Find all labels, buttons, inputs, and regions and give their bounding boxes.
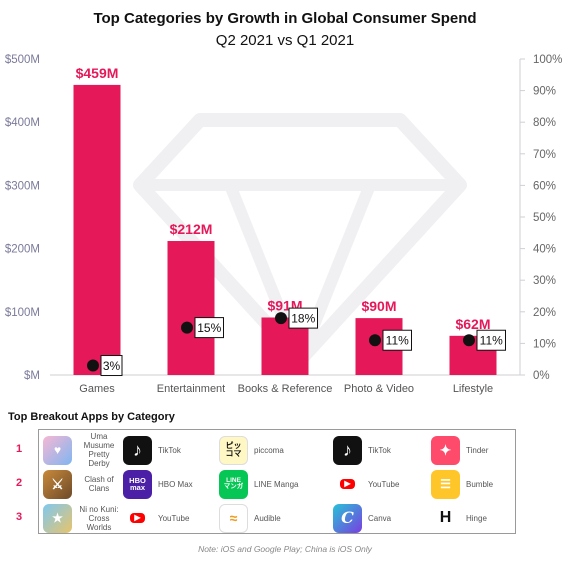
app-name: Clash of Clans <box>84 475 114 493</box>
bar-value-label: $62M <box>455 316 490 332</box>
y-tick-label-right: 30% <box>533 275 556 287</box>
hinge-icon: H <box>431 503 460 533</box>
app-name: Tinder <box>466 445 489 455</box>
growth-label-box <box>194 317 224 339</box>
y-tick-label-left: $400M <box>5 117 40 129</box>
watermark-diamond <box>133 113 467 367</box>
app-entry: ⚔ Clash of Clans <box>43 468 120 500</box>
audible-icon: ≈ <box>219 503 248 533</box>
bar <box>167 241 215 375</box>
app-name: Hinge <box>466 513 487 523</box>
y-tick-label-left: $100M <box>5 307 40 319</box>
uma-musume-icon: ♥ <box>43 435 72 465</box>
growth-label: 11% <box>480 334 503 348</box>
bar-value-label: $212M <box>170 221 213 237</box>
y-tick-label-right: 0% <box>533 370 550 382</box>
app-name: TikTok <box>158 445 181 455</box>
footnote: Note: iOS and Google Play; China is iOS … <box>198 544 372 554</box>
bar <box>73 84 121 376</box>
app-entry: ☰ Bumble <box>431 468 493 500</box>
bumble-icon: ☰ <box>431 469 460 499</box>
app-name: TikTok <box>368 445 391 455</box>
app-name: piccoma <box>254 445 284 455</box>
app-entry: LINE マンガ LINE Manga <box>219 468 298 500</box>
app-entry: ✦ Tinder <box>431 434 488 466</box>
x-tick-label: Books & Reference <box>238 383 333 395</box>
growth-point <box>181 321 193 334</box>
y-tick-label-right: 50% <box>533 212 556 224</box>
y-tick-label-left: $M <box>24 370 40 382</box>
app-name: Ni no Kuni: Cross Worlds <box>79 504 119 532</box>
growth-point <box>87 359 99 372</box>
x-tick-label: Lifestyle <box>453 383 493 395</box>
app-name: Canva <box>368 513 392 523</box>
app-entry: ★ Ni no Kuni: Cross Worlds <box>43 502 120 534</box>
growth-label: 18% <box>291 312 315 326</box>
bar-chart: $M $100M $200M $300M $400M $500M 0% 10% 20% 30% 40… <box>5 54 563 395</box>
app-entry: H Hinge <box>431 502 487 534</box>
youtube-icon: ▶ <box>333 469 362 499</box>
youtube-icon: ▶ <box>123 503 152 533</box>
growth-point <box>369 334 381 347</box>
app-entry: ▶ YouTube <box>123 502 189 534</box>
hbo-max-icon: HBO max <box>123 469 152 499</box>
app-name: Uma Musume Pretty Derby <box>83 432 115 468</box>
y-tick-label-right: 100% <box>533 54 562 66</box>
app-entry: ピッ コマ piccoma <box>219 434 284 466</box>
clash-of-clans-icon: ⚔ <box>43 469 72 499</box>
tiktok-icon: ♪ <box>333 435 362 465</box>
app-name: YouTube <box>158 513 190 523</box>
app-entry: ♥ Uma Musume Pretty Derby <box>43 432 120 468</box>
tiktok-icon: ♪ <box>123 435 152 465</box>
line-manga-icon: LINE マンガ <box>219 469 248 499</box>
tinder-icon: ✦ <box>431 435 460 465</box>
bar-value-label: $90M <box>361 298 396 314</box>
y-tick-label-right: 70% <box>533 149 556 161</box>
y-tick-label-right: 10% <box>533 338 556 350</box>
app-entry: ♪ TikTok <box>123 434 181 466</box>
y-tick-label-right: 60% <box>533 180 556 192</box>
app-entry: C Canva <box>333 502 391 534</box>
chart-title: Top Categories by Growth in Global Consu… <box>93 10 477 27</box>
y-tick-label-left: $300M <box>5 180 40 192</box>
x-tick-label: Entertainment <box>157 383 225 395</box>
canva-icon: C <box>333 503 362 533</box>
y-tick-label-right: 40% <box>533 244 556 256</box>
x-tick-label: Games <box>79 383 115 395</box>
app-name: Bumble <box>466 479 494 489</box>
app-name: YouTube <box>368 479 400 489</box>
bar-value-label: $459M <box>76 65 119 81</box>
app-name: LINE Manga <box>254 479 299 489</box>
growth-label-box <box>382 329 412 351</box>
growth-label: 15% <box>197 321 221 335</box>
y-tick-label-right: 20% <box>533 307 556 319</box>
app-entry: ▶ YouTube <box>333 468 399 500</box>
piccoma-icon: ピッ コマ <box>219 435 248 465</box>
breakout-title: Top Breakout Apps by Category <box>8 411 175 423</box>
y-tick-label-left: $200M <box>5 244 40 256</box>
y-tick-label-left: $500M <box>5 54 40 66</box>
rank-label: 3 <box>16 511 23 523</box>
app-entry: ≈ Audible <box>219 502 281 534</box>
y-tick-label-right: 80% <box>533 117 556 129</box>
growth-label: 3% <box>103 359 121 373</box>
rank-label: 2 <box>16 477 23 489</box>
app-name: HBO Max <box>158 479 193 489</box>
growth-label-box <box>288 307 318 329</box>
rank-label: 1 <box>16 443 23 455</box>
x-tick-label: Photo & Video <box>344 383 414 395</box>
app-name: Audible <box>254 513 281 523</box>
growth-label: 11% <box>386 334 409 348</box>
growth-label-box <box>100 355 123 377</box>
breakout-apps-table: ♥ Uma Musume Pretty Derby ♪ TikTok ピッ コマ picco… <box>38 429 516 534</box>
app-entry: HBO max HBO Max <box>123 468 193 500</box>
growth-point <box>275 312 287 325</box>
y-tick-label-right: 90% <box>533 86 556 98</box>
chart-subtitle: Q2 2021 vs Q1 2021 <box>215 32 355 49</box>
growth-label-box <box>476 329 506 351</box>
growth-point <box>463 334 475 347</box>
ni-no-kuni-icon: ★ <box>43 503 72 533</box>
app-entry: ♪ TikTok <box>333 434 391 466</box>
